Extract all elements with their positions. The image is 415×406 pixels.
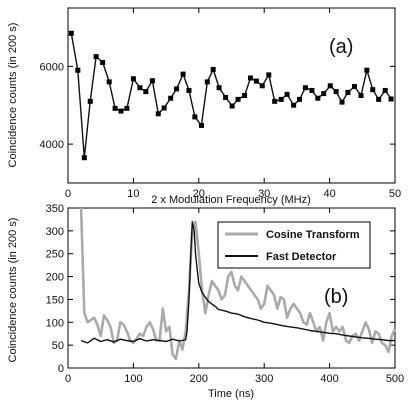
panel-a-point xyxy=(81,155,87,161)
panel-a-point xyxy=(382,87,388,93)
panel-a-point xyxy=(192,114,198,120)
panel-a-point xyxy=(180,71,186,77)
panel-b-y-tick-label: 0 xyxy=(58,363,64,375)
panel-b-y-tick-label: 300 xyxy=(46,226,64,238)
panel-a-point xyxy=(223,94,229,100)
panel-a-point xyxy=(284,91,290,97)
panel-a-point xyxy=(149,78,155,84)
panel-a-point xyxy=(345,89,351,95)
panel-a-point xyxy=(388,96,394,102)
panel-a-frame xyxy=(67,7,396,184)
panel-a-point xyxy=(302,85,308,91)
panel-a-point xyxy=(143,89,149,95)
panel-a-point xyxy=(333,89,339,95)
panel-b-x-axis-label: Time (ns) xyxy=(208,388,254,400)
panel-a-point xyxy=(327,83,333,89)
panel-a-y-tick-label: 4000 xyxy=(40,139,64,151)
panel-a-point xyxy=(235,96,241,102)
legend-box xyxy=(217,221,371,269)
panel-b-x-tick-label: 400 xyxy=(320,373,338,385)
panel-a-point xyxy=(93,54,99,60)
panel-a-x-tick-label: 10 xyxy=(127,188,139,200)
panel-a-point xyxy=(242,93,248,98)
panel-b-y-tick-label: 150 xyxy=(46,294,64,306)
panel-b-y-tick-label: 100 xyxy=(46,317,64,329)
panel-a-x-tick-label: 50 xyxy=(389,188,401,200)
legend: Cosine Transform Fast Detector xyxy=(217,221,371,269)
panel-b-y-tick-label: 250 xyxy=(46,249,64,261)
panel-a-point xyxy=(272,98,278,104)
panel-a-point xyxy=(321,91,327,97)
panel-a-point xyxy=(204,79,210,85)
panel-b-y-tick-label: 200 xyxy=(46,272,64,284)
panel-b-y-tick-label: 350 xyxy=(46,203,64,215)
panel-a-point xyxy=(68,30,74,36)
panel-a-point xyxy=(168,95,174,101)
panel-a-markers xyxy=(68,30,394,161)
panel-a-point xyxy=(297,96,303,102)
panel-a: 0 10 20 30 40 50 4000 6000 (a) 2 x Modulation F… xyxy=(7,7,401,206)
panel-b: 0 100 200 300 400 500 0 50 100 150 200 250 300 350 (b… xyxy=(7,203,404,400)
panel-a-point xyxy=(339,99,345,105)
panel-b-y-axis-label: Coincidence counts (in 200 s) xyxy=(7,218,19,363)
panel-b-line-cosine-transform xyxy=(79,207,397,361)
panel-b-y-tick-label: 50 xyxy=(52,340,64,352)
panel-a-point xyxy=(161,105,167,111)
legend-label-cosine-transform: Cosine Transform xyxy=(266,229,360,241)
panel-a-point xyxy=(130,76,136,82)
panel-a-point xyxy=(315,95,321,101)
panel-a-ticks: 0 10 20 30 40 50 4000 6000 xyxy=(40,8,401,200)
panel-a-y-axis-label: Coincidence counts (in 200 s) xyxy=(7,23,19,168)
panel-b-tag: (b) xyxy=(324,286,348,308)
panel-a-point xyxy=(376,96,382,102)
panel-b-series xyxy=(79,207,397,361)
panel-a-tag: (a) xyxy=(329,36,353,58)
panel-a-point xyxy=(259,83,265,89)
panel-a-x-axis-label: 2 x Modulation Frequency (MHz) xyxy=(151,194,311,206)
panel-a-point xyxy=(100,59,106,65)
panel-a-point xyxy=(229,103,235,109)
panel-b-frame xyxy=(67,207,396,369)
panel-a-x-tick-label: 40 xyxy=(323,188,335,200)
panel-a-point xyxy=(291,102,297,108)
panel-b-line-fast-detector xyxy=(80,220,395,344)
panel-a-point xyxy=(174,86,180,92)
panel-a-point xyxy=(137,85,143,91)
panel-a-point xyxy=(216,85,222,91)
panel-a-point xyxy=(118,108,124,114)
panel-a-point xyxy=(75,67,81,73)
panel-b-x-tick-label: 500 xyxy=(386,373,404,385)
panel-b-x-tick-label: 0 xyxy=(65,373,71,385)
panel-a-x-tick-label: 30 xyxy=(258,188,270,200)
panel-b-x-tick-label: 200 xyxy=(190,373,208,385)
panel-a-x-tick-label: 20 xyxy=(193,188,205,200)
panel-a-point xyxy=(364,67,370,73)
panel-a-point xyxy=(87,98,93,104)
panel-a-point xyxy=(124,105,130,111)
panel-a-point xyxy=(155,111,161,117)
panel-a-point xyxy=(186,87,192,93)
panel-a-point xyxy=(266,72,272,78)
panel-a-point xyxy=(309,87,315,93)
panel-a-point xyxy=(370,87,376,93)
panel-a-point xyxy=(198,122,204,128)
panel-b-x-tick-label: 100 xyxy=(124,373,142,385)
panel-a-point xyxy=(210,66,216,72)
panel-a-point xyxy=(106,79,112,85)
panel-a-point xyxy=(253,78,259,84)
panel-a-point xyxy=(247,75,253,81)
panel-a-point xyxy=(112,105,118,111)
panel-a-point xyxy=(351,84,357,90)
legend-label-fast-detector: Fast Detector xyxy=(266,251,337,263)
panel-b-ticks: 0 100 200 300 400 500 0 50 100 150 200 250 300 350 xyxy=(46,203,405,385)
panel-b-x-tick-label: 300 xyxy=(255,373,273,385)
panel-a-point xyxy=(278,96,284,102)
panel-a-point xyxy=(358,93,364,98)
panel-a-x-tick-label: 0 xyxy=(65,188,71,200)
panel-a-y-tick-label: 6000 xyxy=(40,61,64,73)
